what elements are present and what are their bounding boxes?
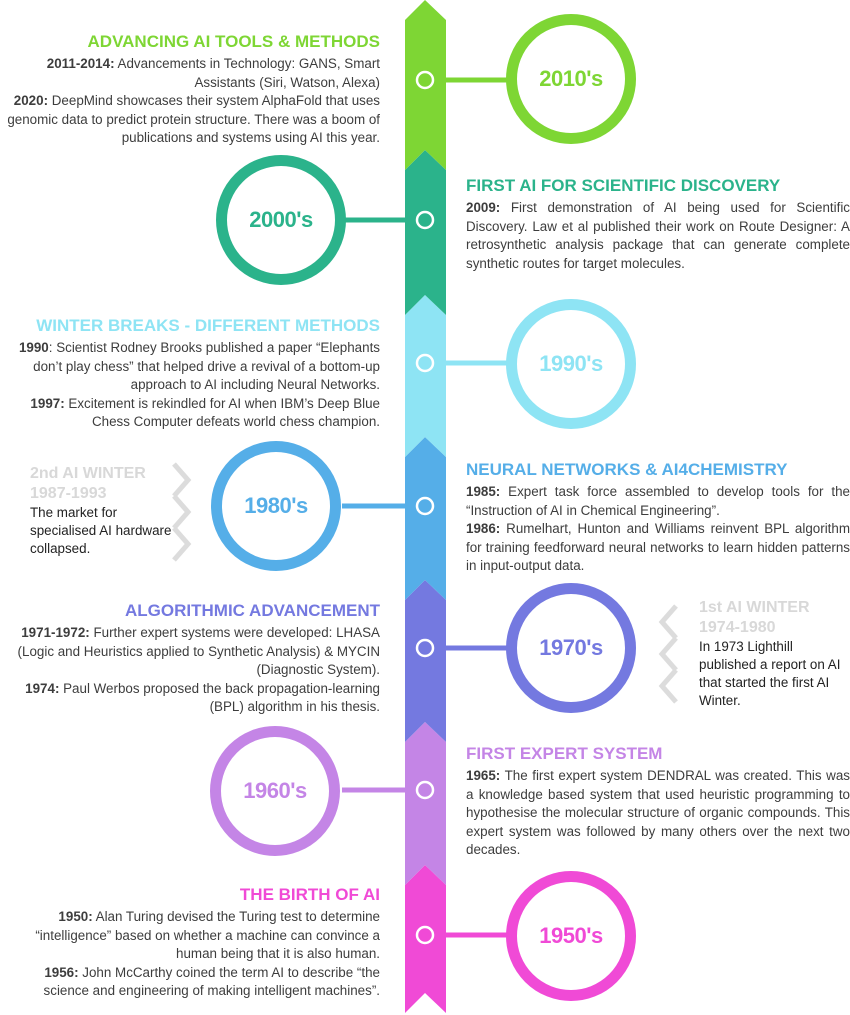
decade-circle-1960s: 1960's <box>210 726 340 856</box>
decade-label-1960s: 1960's <box>243 778 307 803</box>
decade-circle-2000s: 2000's <box>216 155 346 285</box>
event-item: 1965: The first expert system DENDRAL wa… <box>466 768 850 858</box>
winter-years: 1987-1993 <box>30 485 107 502</box>
event-item: 1990: Scientist Rodney Brooks published … <box>18 340 380 393</box>
event-title-1990s: WINTER BREAKS - DIFFERENT METHODS <box>36 316 380 335</box>
node-ring-2000s <box>415 210 435 230</box>
event-title-1980s: NEURAL NETWORKS & AI4CHEMISTRY <box>466 460 788 479</box>
decade-label-1990s: 1990's <box>539 351 603 376</box>
event-title-2000s: FIRST AI FOR SCIENTIFIC DISCOVERY <box>466 176 781 195</box>
event-item: 1986: Rumelhart, Hunton and Williams rei… <box>466 521 850 574</box>
event-1980s: NEURAL NETWORKS & AI4CHEMISTRY 1985: Exp… <box>466 459 850 576</box>
first-ai-winter: 1st AI WINTER 1974-1980 In 1973 Lighthil… <box>699 598 849 710</box>
event-item: 2020: DeepMind showcases their system Al… <box>7 93 380 146</box>
event-1950s: THE BIRTH OF AI 1950: Alan Turing devise… <box>0 884 380 1001</box>
winter-years: 1974-1980 <box>699 619 776 636</box>
event-item: 1956: John McCarthy coined the term AI t… <box>43 964 380 999</box>
event-title-2010s: ADVANCING AI TOOLS & METHODS <box>87 32 380 51</box>
spine-segment-2000s <box>405 150 446 315</box>
winter-text: The market for specialised AI hardware c… <box>30 505 172 556</box>
spine-segment-1960s <box>405 722 446 885</box>
event-2000s: FIRST AI FOR SCIENTIFIC DISCOVERY 2009: … <box>466 175 850 273</box>
event-2010s: ADVANCING AI TOOLS & METHODS 2011-2014: … <box>0 31 380 148</box>
decade-label-2010s: 2010's <box>539 66 603 91</box>
winter-text: In 1973 Lighthill published a report on … <box>699 639 841 708</box>
spine-segment-1970s <box>405 580 446 742</box>
node-ring-1980s <box>415 496 435 516</box>
event-item: 1974: Paul Werbos proposed the back prop… <box>25 680 380 715</box>
winter-title: 1st AI WINTER <box>699 599 810 616</box>
node-ring-1960s <box>415 780 435 800</box>
decade-label-1980s: 1980's <box>244 493 308 518</box>
event-1960s: FIRST EXPERT SYSTEM 1965: The first expe… <box>466 743 850 860</box>
event-1990s: WINTER BREAKS - DIFFERENT METHODS 1990: … <box>0 315 380 432</box>
event-item: 1971-1972: Further expert systems were d… <box>17 625 380 678</box>
decade-circle-1980s: 1980's <box>211 441 341 571</box>
event-item: 1997: Excitement is rekindled for AI whe… <box>30 395 380 430</box>
event-item: 2009: First demonstration of AI being us… <box>466 200 850 271</box>
event-item: 1950: Alan Turing devised the Turing tes… <box>35 909 380 962</box>
event-title-1970s: ALGORITHMIC ADVANCEMENT <box>125 601 380 620</box>
decade-label-1950s: 1950's <box>539 923 603 948</box>
event-1970s: ALGORITHMIC ADVANCEMENT 1971-1972: Furth… <box>0 600 380 717</box>
decade-circle-1990s: 1990's <box>506 299 636 429</box>
decade-circle-1970s: 1970's <box>506 583 636 713</box>
node-ring-2010s <box>415 70 435 90</box>
decade-circle-1950s: 1950's <box>506 871 636 1001</box>
decade-circle-2010s: 2010's <box>506 14 636 144</box>
node-ring-1990s <box>415 353 435 373</box>
event-item: 2011-2014: Advancements in Technology: G… <box>46 56 380 90</box>
second-ai-winter: 2nd AI WINTER 1987-1993 The market for s… <box>30 464 180 558</box>
winter-title: 2nd AI WINTER <box>30 465 146 482</box>
event-title-1950s: THE BIRTH OF AI <box>239 885 380 904</box>
decade-label-2000s: 2000's <box>249 207 313 232</box>
event-item: 1985: Expert task force assembled to dev… <box>466 484 850 518</box>
node-ring-1950s <box>415 925 435 945</box>
spine-segment-1980s <box>405 437 446 600</box>
decade-label-1970s: 1970's <box>539 635 603 660</box>
spine-segment-1990s <box>405 295 446 457</box>
event-title-1960s: FIRST EXPERT SYSTEM <box>466 744 663 763</box>
node-ring-1970s <box>415 638 435 658</box>
